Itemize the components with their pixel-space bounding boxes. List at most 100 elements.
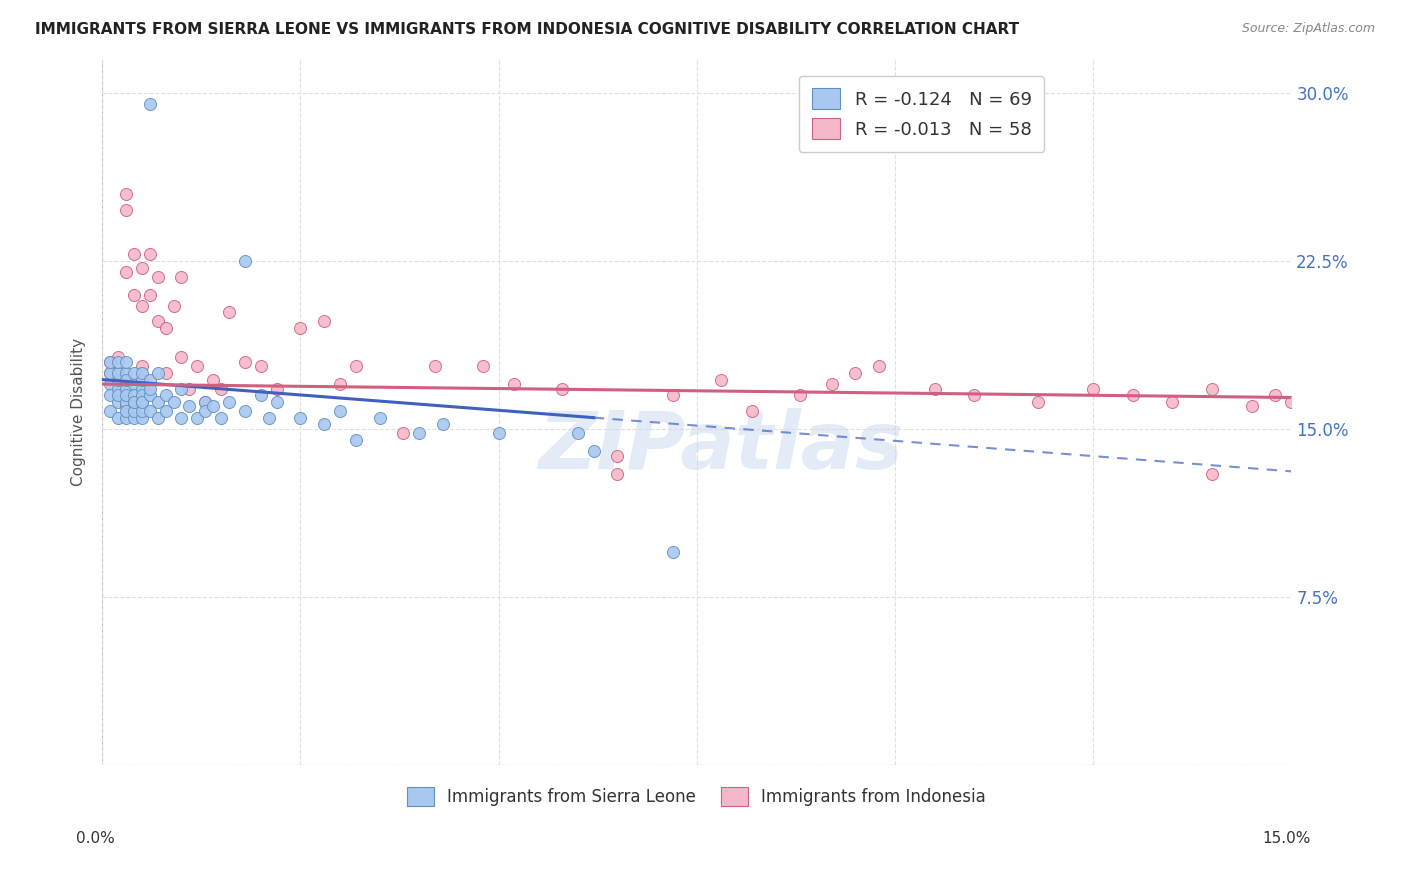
Point xyxy=(122,395,145,409)
Point xyxy=(432,417,454,432)
Point xyxy=(131,366,153,380)
Point xyxy=(249,359,271,374)
Point xyxy=(1161,395,1184,409)
Point xyxy=(329,404,352,418)
Point xyxy=(249,388,271,402)
Point xyxy=(290,321,312,335)
Point xyxy=(131,382,153,396)
Point xyxy=(662,388,685,402)
Point xyxy=(1296,382,1319,396)
Point xyxy=(314,314,336,328)
Legend: Immigrants from Sierra Leone, Immigrants from Indonesia: Immigrants from Sierra Leone, Immigrants… xyxy=(398,777,995,816)
Point xyxy=(471,359,494,374)
Point xyxy=(1081,382,1104,396)
Point xyxy=(155,321,177,335)
Point xyxy=(146,269,169,284)
Point xyxy=(162,299,184,313)
Point xyxy=(155,388,177,402)
Point xyxy=(1201,382,1223,396)
Point xyxy=(789,388,811,402)
Point xyxy=(662,545,685,559)
Point xyxy=(146,410,169,425)
Point xyxy=(170,382,193,396)
Point xyxy=(170,410,193,425)
Point xyxy=(131,410,153,425)
Point xyxy=(503,377,526,392)
Point xyxy=(107,366,129,380)
Point xyxy=(131,388,153,402)
Point xyxy=(194,395,217,409)
Point xyxy=(139,404,162,418)
Point xyxy=(98,354,121,368)
Point xyxy=(122,404,145,418)
Point xyxy=(290,410,312,425)
Point xyxy=(551,382,574,396)
Point xyxy=(139,287,162,301)
Point xyxy=(709,373,731,387)
Point xyxy=(115,395,138,409)
Point xyxy=(131,404,153,418)
Point xyxy=(122,377,145,392)
Point xyxy=(868,359,890,374)
Point xyxy=(107,388,129,402)
Point xyxy=(107,395,129,409)
Point xyxy=(408,426,430,441)
Point xyxy=(115,410,138,425)
Point xyxy=(115,388,138,402)
Point xyxy=(202,373,225,387)
Point xyxy=(122,395,145,409)
Point xyxy=(1240,400,1263,414)
Point xyxy=(329,377,352,392)
Point xyxy=(606,467,628,481)
Text: ZIPatlas: ZIPatlas xyxy=(538,409,903,486)
Point xyxy=(170,350,193,364)
Point xyxy=(98,388,121,402)
Point xyxy=(122,247,145,261)
Point xyxy=(218,305,240,319)
Point xyxy=(186,410,208,425)
Point xyxy=(139,97,162,112)
Point xyxy=(107,354,129,368)
Point xyxy=(194,395,217,409)
Point xyxy=(115,400,138,414)
Point xyxy=(115,186,138,201)
Point xyxy=(582,444,605,458)
Point xyxy=(115,202,138,217)
Point xyxy=(115,265,138,279)
Point xyxy=(233,354,256,368)
Point xyxy=(139,247,162,261)
Point xyxy=(107,382,129,396)
Point xyxy=(131,260,153,275)
Text: Source: ZipAtlas.com: Source: ZipAtlas.com xyxy=(1241,22,1375,36)
Point xyxy=(98,366,121,380)
Point xyxy=(139,382,162,396)
Point xyxy=(115,354,138,368)
Y-axis label: Cognitive Disability: Cognitive Disability xyxy=(72,338,86,486)
Point xyxy=(1201,467,1223,481)
Point xyxy=(266,395,288,409)
Point xyxy=(146,314,169,328)
Point xyxy=(131,395,153,409)
Point xyxy=(820,377,842,392)
Point xyxy=(146,366,169,380)
Point xyxy=(1122,388,1144,402)
Point xyxy=(122,287,145,301)
Point xyxy=(1264,388,1286,402)
Point xyxy=(146,395,169,409)
Point xyxy=(98,354,121,368)
Text: 0.0%: 0.0% xyxy=(76,831,115,846)
Point xyxy=(139,373,162,387)
Point xyxy=(155,366,177,380)
Point xyxy=(162,395,184,409)
Point xyxy=(115,366,138,380)
Point xyxy=(115,373,138,387)
Point xyxy=(606,449,628,463)
Point xyxy=(314,417,336,432)
Point xyxy=(1279,395,1302,409)
Point xyxy=(131,395,153,409)
Point xyxy=(844,366,866,380)
Point xyxy=(741,404,763,418)
Point xyxy=(344,433,367,447)
Point xyxy=(115,382,138,396)
Text: IMMIGRANTS FROM SIERRA LEONE VS IMMIGRANTS FROM INDONESIA COGNITIVE DISABILITY C: IMMIGRANTS FROM SIERRA LEONE VS IMMIGRAN… xyxy=(35,22,1019,37)
